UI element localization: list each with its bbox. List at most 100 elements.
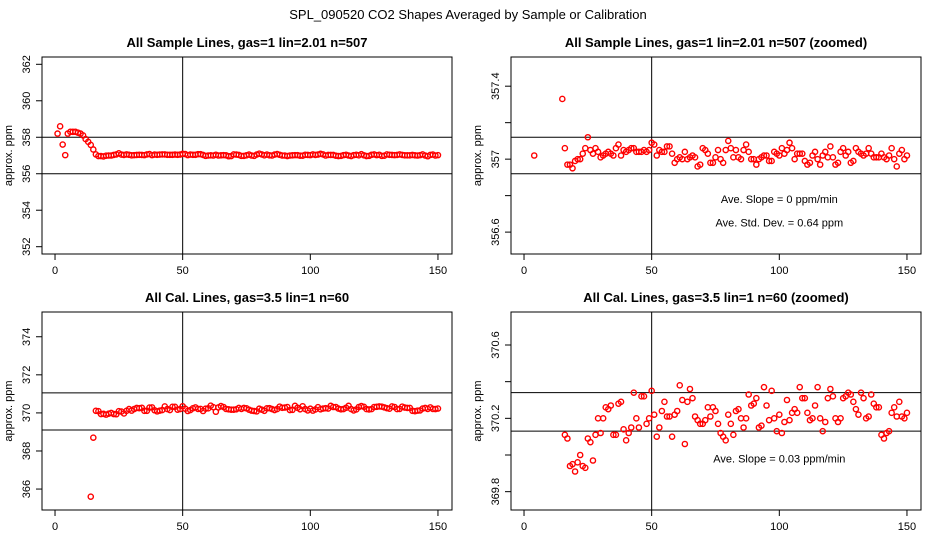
data-point (661, 148, 668, 156)
data-point (885, 152, 893, 159)
y-tick-label: 362 (21, 55, 33, 73)
data-point (576, 155, 584, 163)
panel-1: All Sample Lines, gas=1 lin=2.01 n=507 0 5… (3, 35, 453, 277)
data-point (663, 413, 671, 420)
data-point (783, 396, 791, 404)
data-point (827, 385, 834, 393)
data-point (714, 146, 722, 154)
data-point (747, 155, 755, 163)
x-tick-label: 100 (301, 265, 319, 277)
y-tick-label: 360 (21, 92, 33, 110)
data-point (753, 161, 760, 168)
data-point (890, 404, 898, 411)
data-point (850, 398, 857, 406)
data-point (860, 394, 867, 402)
x-tick-label: 150 (898, 521, 916, 533)
data-point (753, 394, 760, 402)
data-point (732, 146, 740, 154)
data-point (852, 405, 860, 413)
data-point (816, 161, 824, 168)
data-point (90, 146, 97, 153)
data-point (696, 161, 704, 168)
data-point (791, 155, 798, 163)
data-point (569, 164, 576, 172)
data-point (740, 424, 747, 431)
data-point (707, 413, 714, 420)
data-point (873, 154, 880, 161)
y-axis-label: approx. ppm (3, 380, 15, 441)
data-point (788, 144, 796, 152)
data-point (806, 159, 814, 167)
data-point (617, 398, 625, 406)
x-tick-label: 50 (646, 521, 658, 533)
data-point (434, 151, 442, 159)
data-point (673, 407, 681, 415)
data-point (798, 394, 806, 402)
data-point (724, 411, 732, 418)
data-point (893, 163, 901, 170)
data-point (587, 438, 594, 446)
data-point (898, 146, 906, 154)
data-point (617, 152, 625, 159)
data-point (821, 418, 829, 426)
data-point (727, 420, 735, 428)
y-tick-label: 358 (21, 128, 33, 146)
data-point (56, 123, 64, 130)
panel-4: All Cal. Lines, gas=3.5 lin=1 n=60 (zoom… (472, 290, 922, 533)
data-point (701, 416, 709, 424)
data-point (589, 457, 597, 464)
data-point (707, 159, 714, 167)
data-point (686, 385, 694, 393)
y-tick-label: 352 (21, 238, 33, 256)
data-point (865, 144, 872, 152)
data-point (804, 409, 811, 417)
data-point (576, 451, 584, 459)
data-point (607, 402, 615, 409)
data-point (821, 148, 829, 156)
data-point (816, 415, 824, 422)
data-point (59, 141, 66, 148)
annotation: Ave. Std. Dev. = 0.64 ppm (715, 218, 843, 230)
data-point (393, 405, 401, 413)
data-point (829, 393, 837, 400)
panel-title: All Cal. Lines, gas=3.5 lin=1 n=60 (zoom… (583, 290, 849, 305)
data-point (564, 161, 571, 168)
data-point (888, 144, 895, 152)
data-point (638, 393, 645, 400)
panel-title: All Cal. Lines, gas=3.5 lin=1 n=60 (145, 290, 349, 305)
panel-title: All Sample Lines, gas=1 lin=2.01 n=507 (127, 35, 368, 50)
data-point (742, 141, 750, 148)
data-point (658, 148, 666, 156)
data-point (745, 391, 752, 398)
data-point (873, 404, 880, 411)
data-point (676, 382, 684, 389)
data-point (839, 144, 847, 152)
data-point (574, 155, 581, 163)
data-point (322, 404, 329, 412)
data-point (735, 405, 742, 413)
data-point (704, 150, 712, 157)
data-point (625, 429, 632, 437)
data-point (719, 159, 727, 167)
x-tick-label: 50 (646, 265, 658, 277)
data-point (627, 424, 635, 431)
data-point (760, 152, 768, 159)
data-point (635, 424, 643, 431)
data-point (776, 411, 783, 418)
annotation: Ave. Slope = 0.03 ppm/min (713, 453, 845, 465)
data-point (765, 157, 773, 165)
data-point (620, 426, 627, 433)
data-point (648, 387, 655, 395)
data-point (115, 407, 123, 415)
data-point (633, 415, 640, 422)
x-tick-label: 100 (301, 521, 319, 533)
data-point (169, 403, 176, 411)
data-point (610, 431, 617, 439)
y-tick-label: 366 (21, 480, 33, 498)
x-tick-label: 150 (429, 265, 447, 277)
data-point (668, 433, 676, 440)
data-point (875, 404, 883, 411)
data-point (814, 383, 821, 391)
data-point (650, 411, 658, 418)
